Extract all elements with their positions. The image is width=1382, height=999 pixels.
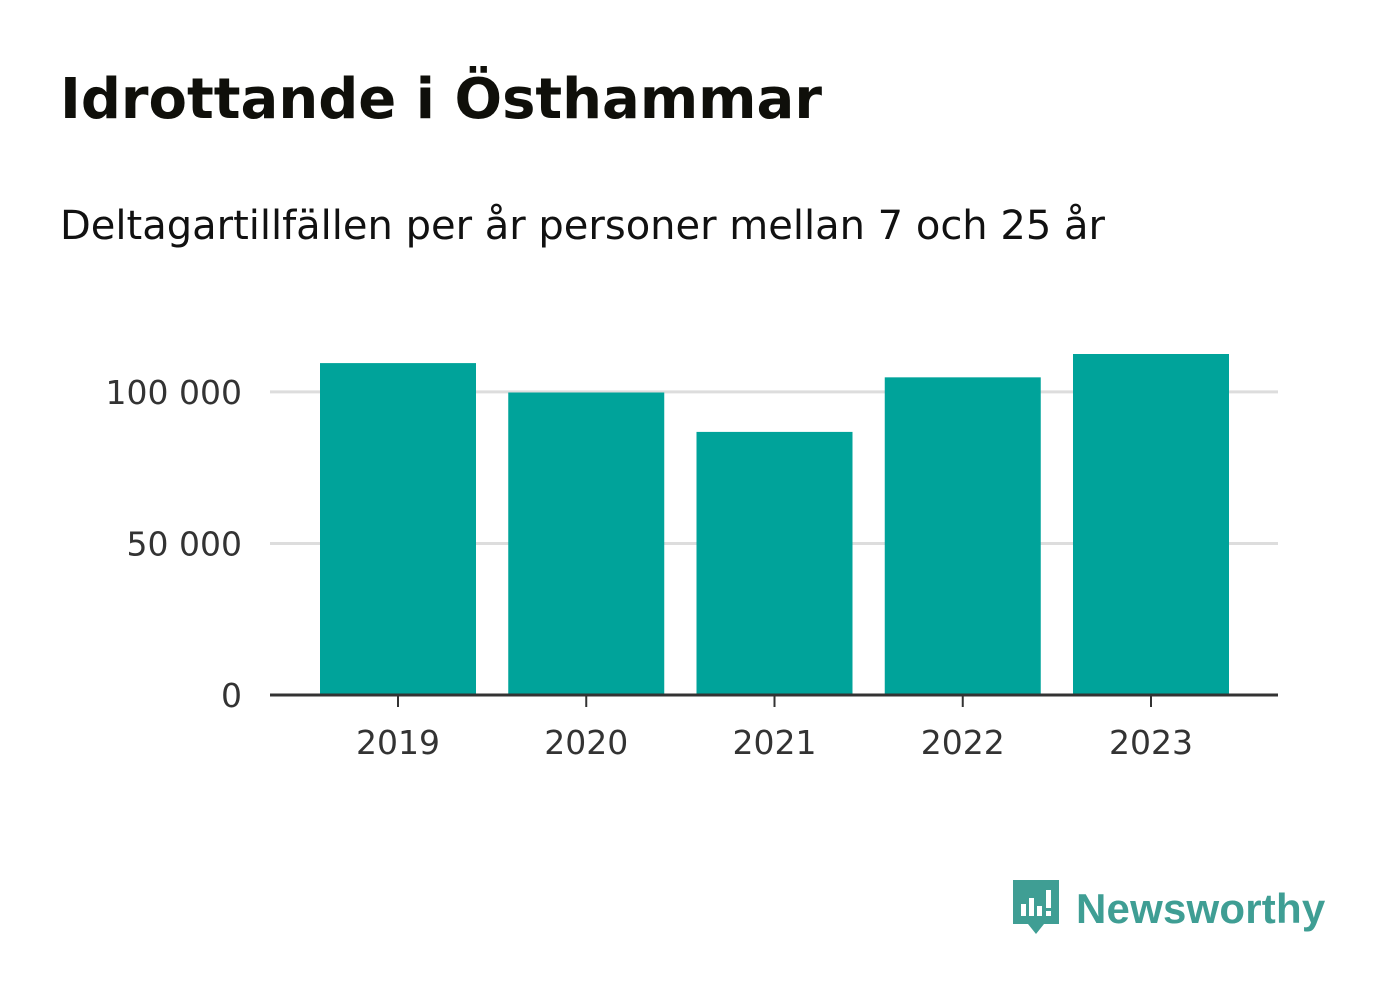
x-tick-label: 2023 — [1109, 723, 1193, 762]
y-tick-label: 0 — [221, 676, 242, 715]
x-tick-label: 2019 — [356, 723, 440, 762]
y-axis-ticks: 0 50 000 100 000 — [106, 373, 242, 715]
x-tick-label: 2022 — [921, 723, 1005, 762]
bar-2022 — [884, 377, 1041, 695]
bar-2021 — [696, 431, 853, 695]
bar-2020 — [508, 392, 665, 695]
x-tick-label: 2021 — [733, 723, 817, 762]
x-tick-label: 2020 — [544, 723, 628, 762]
x-axis-ticks: 2019 2020 2021 2022 2023 — [356, 695, 1193, 762]
y-tick-label: 50 000 — [127, 524, 242, 563]
bar-2023 — [1073, 354, 1229, 695]
chart-subtitle: Deltagartillfällen per år personer mella… — [60, 203, 1105, 249]
bar-chart-speech-bubble-icon — [1010, 876, 1062, 942]
logo-text: Newsworthy — [1076, 885, 1326, 932]
newsworthy-logo: Newsworthy — [1010, 876, 1325, 942]
bar-2019 — [320, 363, 476, 695]
y-tick-label: 100 000 — [106, 373, 242, 412]
bars — [320, 354, 1229, 695]
chart-title: Idrottande i Östhammar — [60, 67, 822, 132]
